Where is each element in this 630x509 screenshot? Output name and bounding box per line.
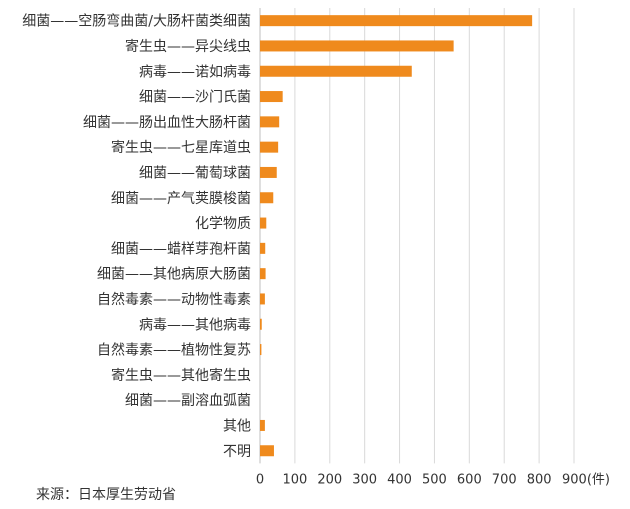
- x-tick-label: 500: [422, 472, 447, 487]
- category-label: 其他: [223, 418, 251, 434]
- category-label: 细菌——产气荚膜梭菌: [111, 190, 251, 207]
- x-tick-label: 900(件): [562, 472, 610, 487]
- category-label: 细菌——葡萄球菌: [139, 165, 251, 181]
- category-label: 化学物质: [195, 216, 251, 232]
- grid-lines: [259, 8, 575, 464]
- bar: [260, 40, 454, 52]
- bar: [260, 166, 277, 178]
- category-label: 细菌——其他病原大肠菌: [97, 267, 251, 283]
- category-label: 病毒——其他病毒: [139, 317, 251, 333]
- category-label: 细菌——肠出血性大肠杆菌: [83, 115, 251, 131]
- category-label: 寄生虫——其他寄生虫: [111, 367, 251, 384]
- bar: [260, 65, 412, 77]
- bar: [260, 419, 265, 431]
- category-label: 细菌——沙门氏菌: [139, 90, 251, 106]
- category-labels: 细菌——空肠弯曲菌/大肠杆菌类细菌寄生虫——异尖线虫病毒——诺如病毒细菌——沙门…: [22, 13, 251, 460]
- bar: [260, 268, 266, 280]
- category-label: 细菌——空肠弯曲菌/大肠杆菌类细菌: [22, 13, 251, 30]
- bar: [260, 344, 262, 356]
- bar: [260, 293, 265, 305]
- category-label: 不明: [223, 444, 251, 460]
- x-tick-label: 100: [282, 472, 307, 487]
- bar: [260, 318, 262, 330]
- bars: [260, 15, 533, 457]
- x-tick-label: 800: [527, 472, 552, 487]
- x-tick-labels: 0 100 200 300 400 500 600 700 800 900(件): [256, 472, 610, 487]
- bar: [260, 91, 283, 103]
- bar: [260, 116, 280, 128]
- x-tick-label: 200: [317, 472, 342, 487]
- bar: [260, 15, 533, 27]
- category-label: 自然毒素——动物性毒素: [97, 291, 251, 308]
- category-label: 细菌——蜡样芽孢杆菌: [111, 241, 251, 257]
- x-tick-label: 0: [256, 472, 264, 487]
- x-tick-label: 300: [352, 472, 377, 487]
- bar: [260, 141, 279, 153]
- bar: [260, 192, 274, 204]
- bar: [260, 217, 267, 229]
- category-label: 自然毒素——植物性复苏: [97, 342, 251, 359]
- x-tick-label: 700: [492, 472, 517, 487]
- x-tick-label: 400: [387, 472, 412, 487]
- category-label: 寄生虫——七星库道虫: [111, 139, 251, 156]
- bar: [260, 242, 266, 254]
- category-label: 细菌——副溶血弧菌: [125, 393, 251, 409]
- category-label: 病毒——诺如病毒: [139, 64, 251, 80]
- source-note: 来源：日本厚生劳动省: [36, 487, 176, 503]
- category-label: 寄生虫——异尖线虫: [125, 38, 251, 55]
- x-tick-label: 600: [457, 472, 482, 487]
- bar: [260, 445, 274, 457]
